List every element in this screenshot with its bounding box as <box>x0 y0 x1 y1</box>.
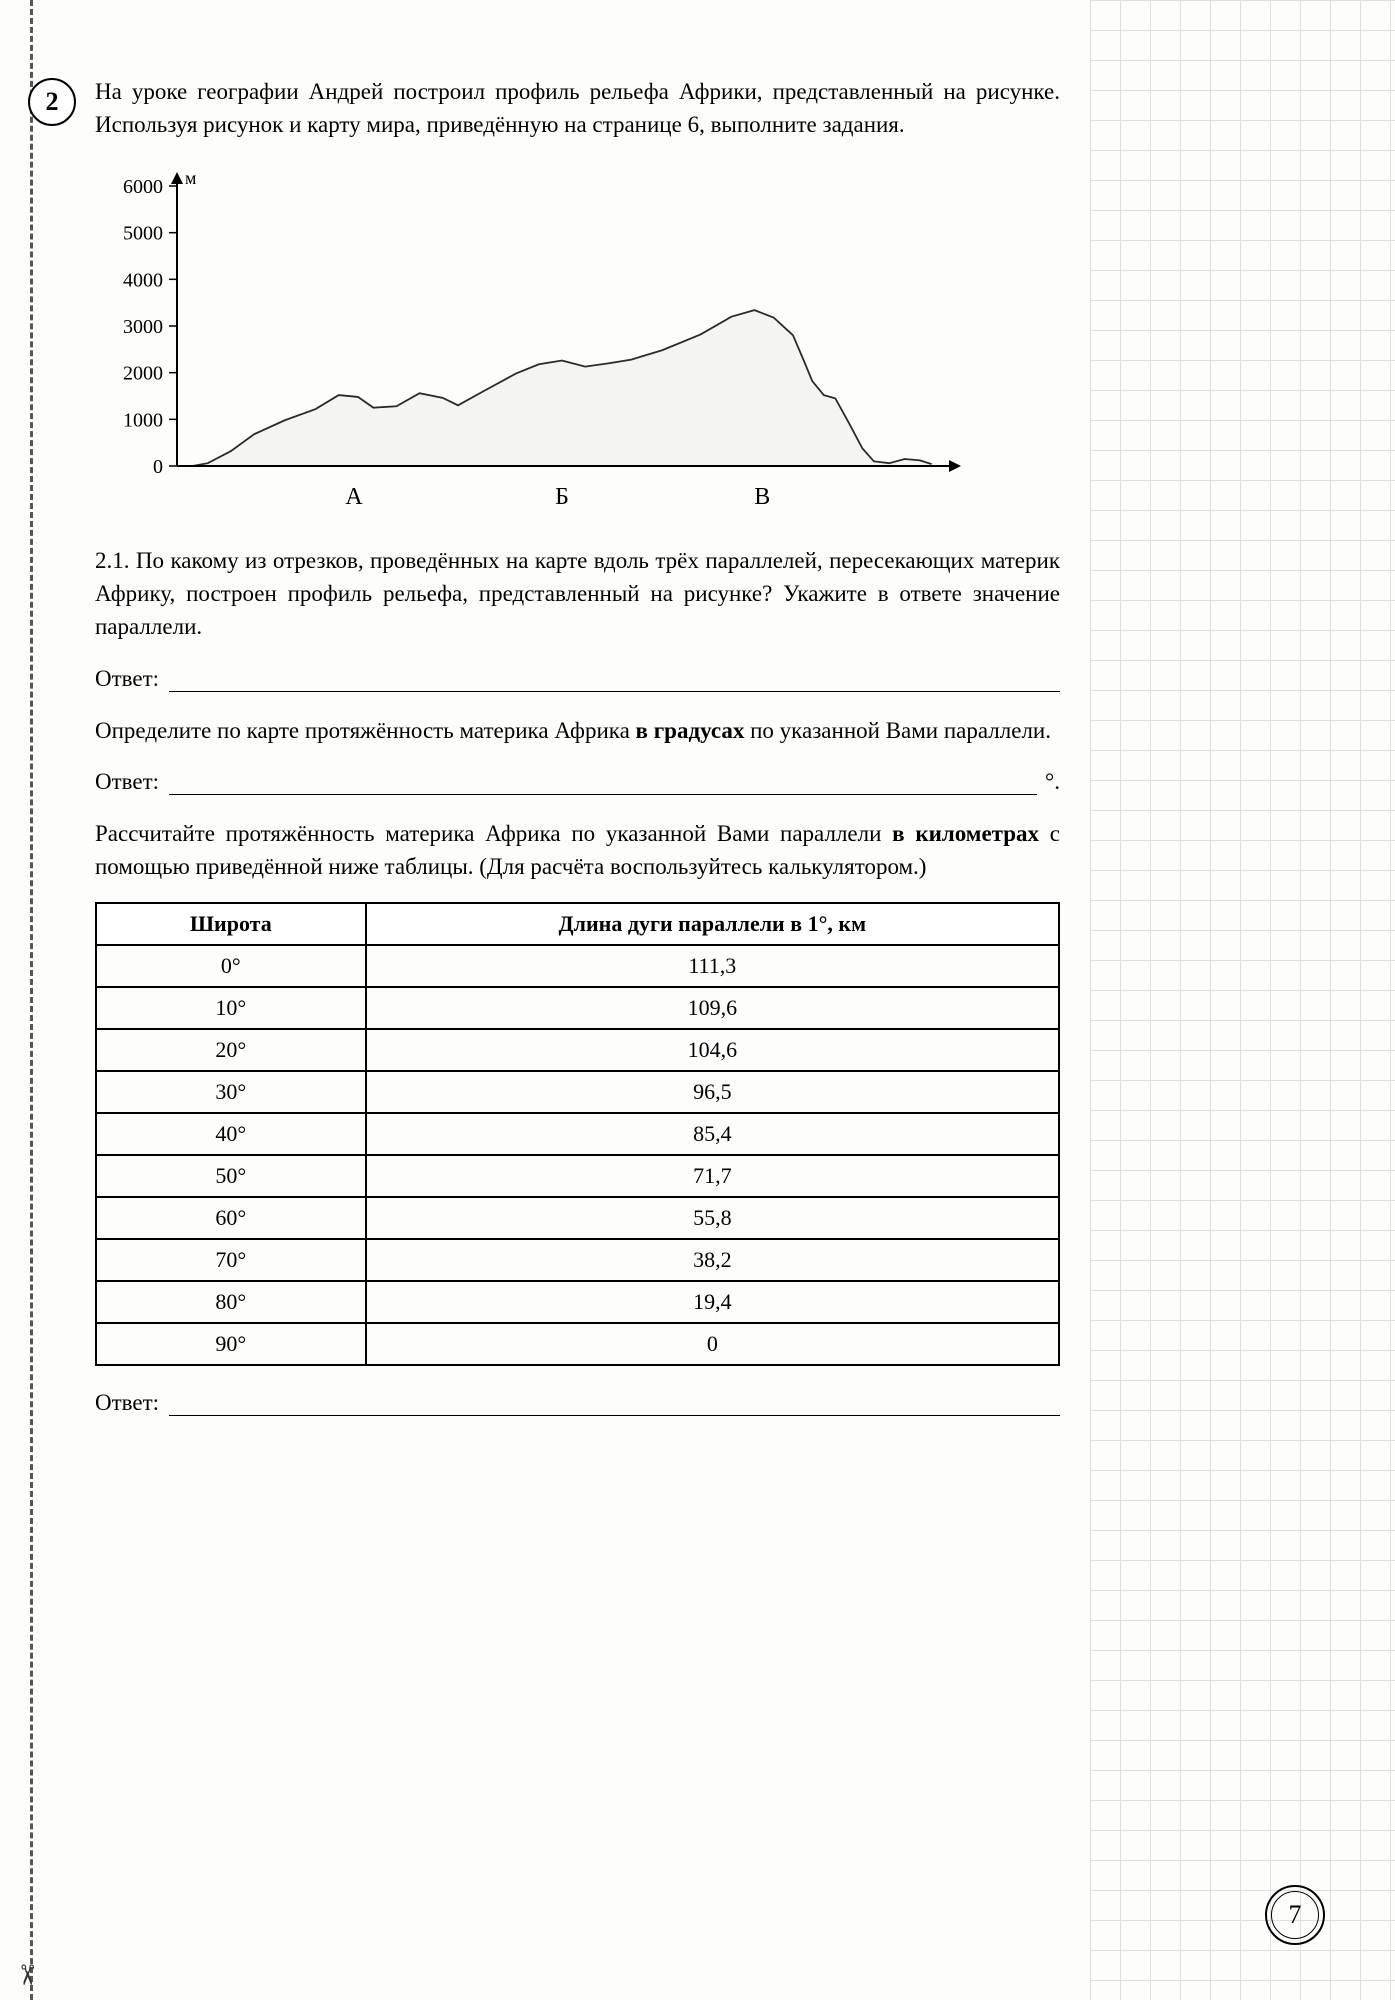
page-number-badge: 7 <box>1265 1885 1325 1945</box>
cell-arc-length: 55,8 <box>366 1197 1059 1239</box>
question-number: 2 <box>46 87 59 117</box>
table-row: 10°109,6 <box>96 987 1059 1029</box>
content-area: На уроке географии Андрей построил профи… <box>95 75 1060 1438</box>
answer-row-1: Ответ: <box>95 666 1060 692</box>
table-row: 0°111,3 <box>96 945 1059 987</box>
question-km: Рассчитайте протяжённость материка Африк… <box>95 817 1060 884</box>
q-km-bold: в километрах <box>892 821 1039 846</box>
q-degrees-bold: в градусах <box>636 718 745 743</box>
svg-text:3000: 3000 <box>123 316 163 338</box>
cell-arc-length: 38,2 <box>366 1239 1059 1281</box>
cell-latitude: 30° <box>96 1071 366 1113</box>
chart-svg: 0 1000 2000 3000 4000 5000 6000 м А Б В <box>95 166 975 526</box>
svg-text:2000: 2000 <box>123 362 163 384</box>
table-row: 30°96,5 <box>96 1071 1059 1113</box>
answer-label: Ответ: <box>95 666 159 692</box>
cell-arc-length: 0 <box>366 1323 1059 1365</box>
cut-line <box>30 0 33 2000</box>
arc-length-table: Широта Длина дуги параллели в 1°, км 0°1… <box>95 902 1060 1366</box>
cell-arc-length: 71,7 <box>366 1155 1059 1197</box>
svg-text:А: А <box>345 484 363 510</box>
svg-text:5000: 5000 <box>123 222 163 244</box>
cell-latitude: 0° <box>96 945 366 987</box>
table-row: 50°71,7 <box>96 1155 1059 1197</box>
grid-margin <box>1090 0 1395 2000</box>
svg-text:м: м <box>185 168 196 188</box>
q21-label: 2.1. <box>95 548 130 573</box>
table-row: 80°19,4 <box>96 1281 1059 1323</box>
cell-arc-length: 111,3 <box>366 945 1059 987</box>
cell-arc-length: 96,5 <box>366 1071 1059 1113</box>
question-2-1: 2.1. По какому из отрезков, проведённых … <box>95 544 1060 644</box>
table-row: 40°85,4 <box>96 1113 1059 1155</box>
cell-arc-length: 109,6 <box>366 987 1059 1029</box>
svg-text:1000: 1000 <box>123 409 163 431</box>
q-degrees-pre: Определите по карте протяжённость матери… <box>95 718 636 743</box>
table-row: 60°55,8 <box>96 1197 1059 1239</box>
cell-latitude: 40° <box>96 1113 366 1155</box>
cell-latitude: 70° <box>96 1239 366 1281</box>
cell-latitude: 60° <box>96 1197 366 1239</box>
degree-suffix: °. <box>1045 769 1060 795</box>
answer-label-3: Ответ: <box>95 1390 159 1416</box>
table-header-lat: Широта <box>96 903 366 945</box>
cell-arc-length: 104,6 <box>366 1029 1059 1071</box>
answer-input-line-1[interactable] <box>169 668 1060 692</box>
table-header-len: Длина дуги параллели в 1°, км <box>366 903 1059 945</box>
svg-text:Б: Б <box>555 484 569 510</box>
cell-latitude: 80° <box>96 1281 366 1323</box>
table-row: 20°104,6 <box>96 1029 1059 1071</box>
svg-text:В: В <box>754 484 770 510</box>
table-row: 90°0 <box>96 1323 1059 1365</box>
answer-input-line-2[interactable] <box>169 771 1037 795</box>
cell-arc-length: 19,4 <box>366 1281 1059 1323</box>
cell-latitude: 90° <box>96 1323 366 1365</box>
cell-latitude: 50° <box>96 1155 366 1197</box>
cell-arc-length: 85,4 <box>366 1113 1059 1155</box>
svg-text:4000: 4000 <box>123 269 163 291</box>
q21-text: По какому из отрезков, проведённых на ка… <box>95 548 1060 640</box>
svg-text:0: 0 <box>153 456 163 478</box>
elevation-profile-chart: 0 1000 2000 3000 4000 5000 6000 м А Б В <box>95 166 975 526</box>
table-row: 70°38,2 <box>96 1239 1059 1281</box>
cell-latitude: 20° <box>96 1029 366 1071</box>
answer-label-2: Ответ: <box>95 769 159 795</box>
q-degrees-post: по указанной Вами параллели. <box>744 718 1051 743</box>
svg-text:6000: 6000 <box>123 176 163 198</box>
answer-row-3: Ответ: <box>95 1390 1060 1416</box>
question-degrees: Определите по карте протяжённость матери… <box>95 714 1060 747</box>
cell-latitude: 10° <box>96 987 366 1029</box>
intro-text: На уроке географии Андрей построил профи… <box>95 75 1060 142</box>
answer-input-line-3[interactable] <box>169 1392 1060 1416</box>
q-km-pre: Рассчитайте протяжённость материка Африк… <box>95 821 892 846</box>
question-number-badge: 2 <box>28 78 76 126</box>
scissors-icon: ✂ <box>10 1963 44 1986</box>
answer-row-2: Ответ: °. <box>95 769 1060 795</box>
page-number: 7 <box>1289 1900 1302 1930</box>
